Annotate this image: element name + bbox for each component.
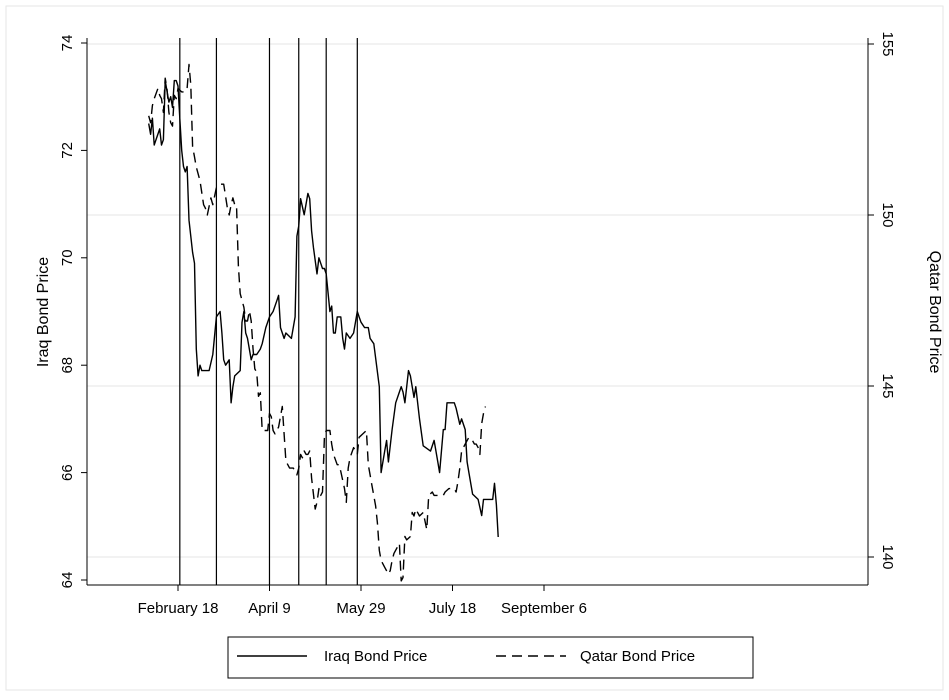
y-right-tick-label: 145 xyxy=(879,373,896,398)
y-right-tick-label: 150 xyxy=(879,202,896,227)
y-right-axis-title: Qatar Bond Price xyxy=(926,251,943,374)
series-lines xyxy=(148,63,499,582)
x-tick-label: May 29 xyxy=(336,600,385,617)
tick-labels: February 18 April 9 May 29 July 18 September… xyxy=(59,31,896,617)
x-tick-label: July 18 xyxy=(429,600,477,617)
y-right-tick-label: 140 xyxy=(879,544,896,569)
x-tick-label: April 9 xyxy=(248,600,291,617)
y-left-tick-label: 68 xyxy=(59,357,76,374)
legend-label-iraq: Iraq Bond Price xyxy=(324,648,427,665)
qatar-series-line xyxy=(148,63,487,582)
y-left-tick-label: 74 xyxy=(59,35,76,52)
outer-frame xyxy=(5,5,944,691)
y-left-tick-label: 66 xyxy=(59,464,76,481)
y-right-tick-label: 155 xyxy=(879,31,896,56)
y-left-tick-label: 72 xyxy=(59,142,76,159)
legend-box xyxy=(227,636,754,679)
x-tick-label: September 6 xyxy=(501,600,587,617)
horizontal-gridlines xyxy=(87,43,868,558)
legend-label-qatar: Qatar Bond Price xyxy=(580,648,695,665)
y-left-tick-label: 64 xyxy=(59,572,76,589)
y-left-axis-title: Iraq Bond Price xyxy=(35,257,52,367)
x-tick-label: February 18 xyxy=(138,600,219,617)
legend: Iraq Bond Price Qatar Bond Price xyxy=(227,636,754,679)
y-left-tick-label: 70 xyxy=(59,249,76,266)
axes xyxy=(86,38,869,586)
iraq-series-line xyxy=(148,79,499,538)
